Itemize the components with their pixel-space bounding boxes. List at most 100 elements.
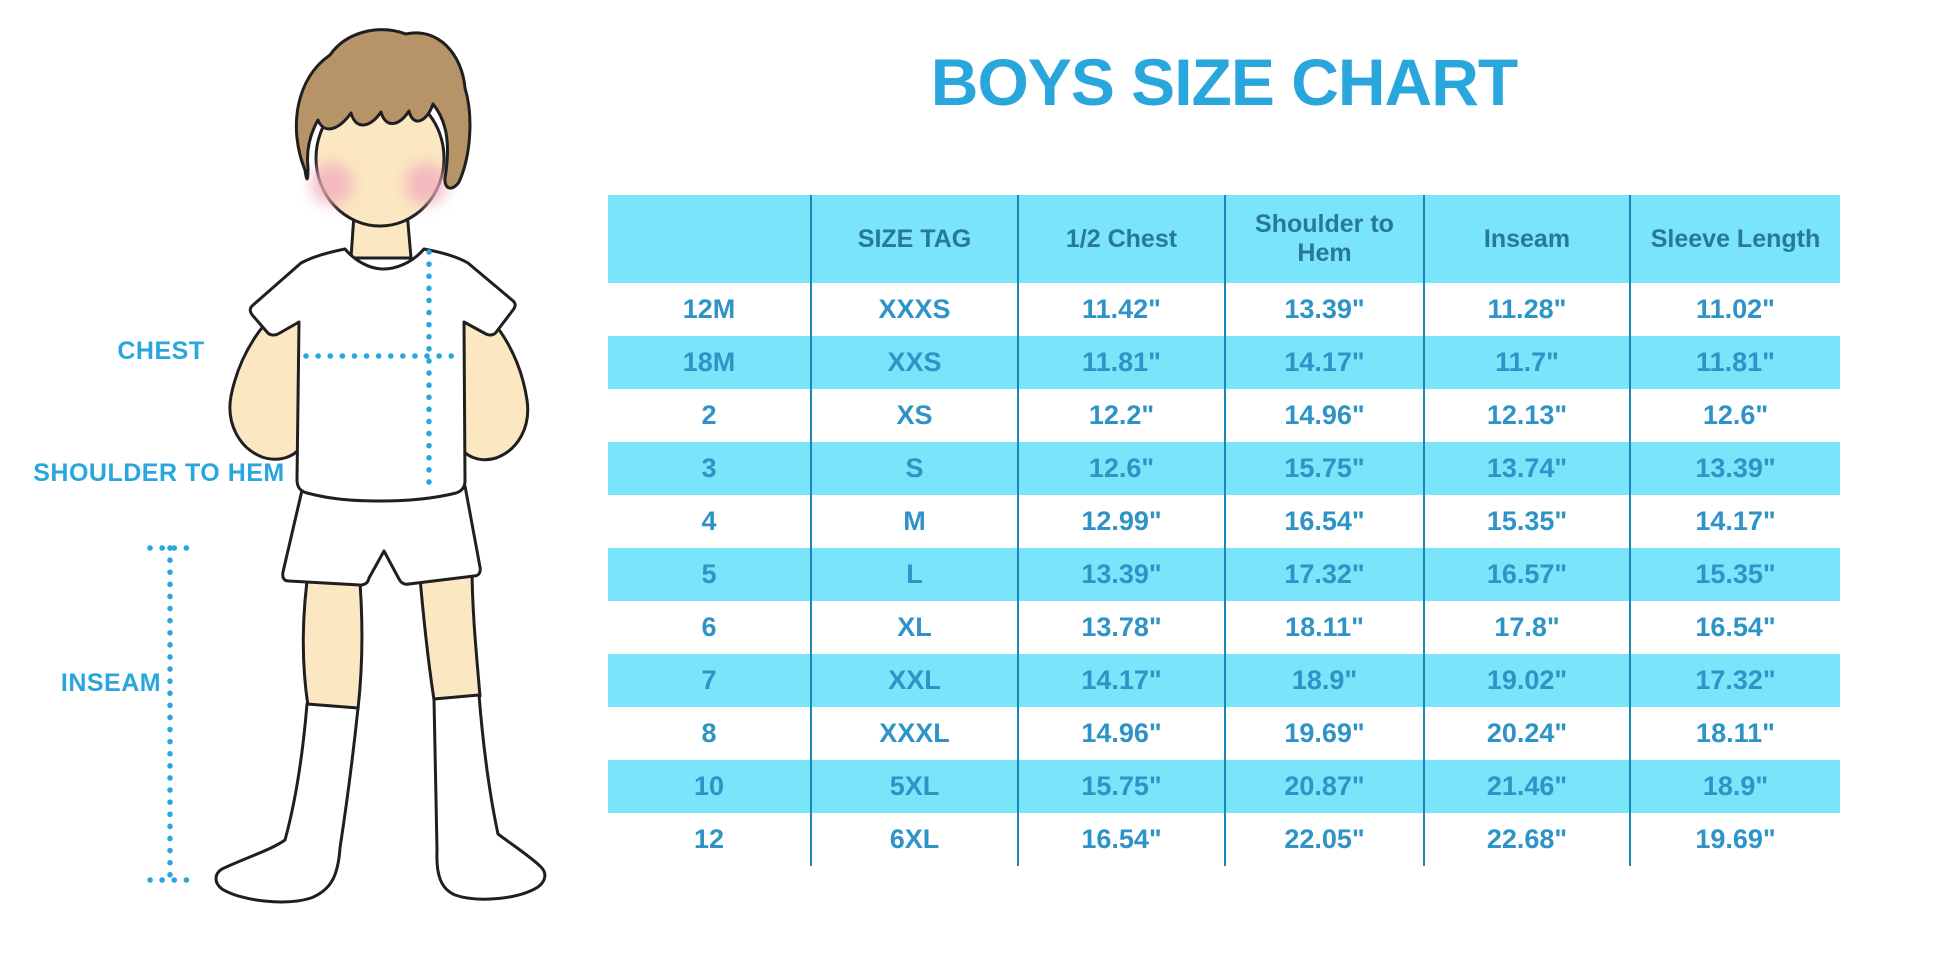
table-row: 3 S 12.6" 15.75" 13.74" 13.39" [608,442,1840,495]
right-arm [458,298,530,462]
cell-inseam: 15.35" [1423,495,1630,548]
column-header-half-chest: 1/2 Chest [1017,195,1225,283]
column-header-sleeve-length: Sleeve Length [1629,195,1840,283]
table-row: 18M XXS 11.81" 14.17" 11.7" 11.81" [608,336,1840,389]
cell-shoulder-to-hem: 22.05" [1224,813,1424,866]
chest-label: CHEST [117,337,205,365]
cell-half-chest: 16.54" [1017,813,1225,866]
size-table: SIZE TAG 1/2 Chest Shoulder to Hem Insea… [608,195,1840,866]
cell-half-chest: 14.17" [1017,654,1225,707]
cell-inseam: 19.02" [1423,654,1630,707]
shorts [281,484,482,587]
cell-size-tag: L [810,548,1018,601]
cell-shoulder-to-hem: 19.69" [1224,707,1424,760]
cell-size: 2 [701,400,717,430]
cell-half-chest: 13.78" [1017,601,1225,654]
cell-sleeve-length: 11.02" [1629,283,1840,336]
right-cheek [405,163,447,205]
cell-inseam: 13.74" [1423,442,1630,495]
cell-inseam: 12.13" [1423,389,1630,442]
cell-size-tag: XXS [810,336,1018,389]
cell-size: 5 [608,548,811,601]
left-sock [214,702,360,904]
cell-half-chest: 12.6" [1017,442,1225,495]
table-row: 5 L 13.39" 17.32" 16.57" 15.35" [608,548,1840,601]
cell-inseam: 20.24" [1423,707,1630,760]
cell-shoulder-to-hem: 17.32" [1224,548,1424,601]
cell-size: 10 [608,760,811,813]
table-row: 2 XS 12.2" 14.96" 12.13" 12.6" [608,389,1840,442]
cell-sleeve-length: 13.39" [1629,442,1840,495]
cell-shoulder-to-hem: 13.39" [1224,283,1424,336]
table-header-row: SIZE TAG 1/2 Chest Shoulder to Hem Insea… [608,195,1840,283]
right-leg [417,564,482,702]
cell-size-tag: XS [810,389,1018,442]
cell-size-tag: M [810,495,1018,548]
cell-half-chest: 14.96" [1017,707,1225,760]
cell-sleeve-length: 17.32" [1629,654,1840,707]
table-row: 7 XXL 14.17" 18.9" 19.02" 17.32" [608,654,1840,707]
cell-shoulder-to-hem: 18.9" [1224,654,1424,707]
cell-shoulder-to-hem: 14.96" [1224,389,1424,442]
cell-inseam: 21.46" [1423,760,1630,813]
cell-size-tag: 6XL [810,813,1018,866]
cell-size: 12 [693,824,725,854]
cell-size-tag: XXXL [810,707,1018,760]
table-row: 4 M 12.99" 16.54" 15.35" 14.17" [608,495,1840,548]
table-row: 12 6XL 16.54" 22.05" 22.68" 19.69" [608,813,1840,866]
column-header-blank [608,195,811,283]
cell-inseam: 22.68" [1423,813,1630,866]
column-header-size-tag: SIZE TAG [810,195,1018,283]
left-cheek [311,163,353,205]
cell-size: 4 [701,506,717,536]
cell-sleeve-length: 12.6" [1629,389,1840,442]
right-sock [432,693,547,901]
cell-sleeve-length: 18.9" [1629,760,1840,813]
cell-shoulder-to-hem: 14.17" [1224,336,1424,389]
cell-size: 18M [608,336,811,389]
page-title: BOYS SIZE CHART [930,45,1518,119]
cell-sleeve-length: 18.11" [1629,707,1840,760]
cell-size: 7 [608,654,811,707]
table-row: 12M XXXS 11.42" 13.39" 11.28" 11.02" [608,283,1840,336]
cell-shoulder-to-hem: 20.87" [1224,760,1424,813]
cell-sleeve-length: 14.17" [1629,495,1840,548]
cell-sleeve-length: 19.69" [1629,813,1840,866]
cell-size-tag: 5XL [810,760,1018,813]
table-row: 8 XXXL 14.96" 19.69" 20.24" 18.11" [608,707,1840,760]
table-row: 10 5XL 15.75" 20.87" 21.46" 18.9" [608,760,1840,813]
cell-half-chest: 11.42" [1017,283,1225,336]
cell-size-tag: XL [810,601,1018,654]
column-header-shoulder-to-hem: Shoulder to Hem [1224,195,1424,283]
table-row: 6 XL 13.78" 18.11" 17.8" 16.54" [608,601,1840,654]
column-header-inseam: Inseam [1423,195,1630,283]
cell-inseam: 17.8" [1423,601,1630,654]
cell-sleeve-length: 16.54" [1629,601,1840,654]
cell-size-tag: S [810,442,1018,495]
size-table-container: SIZE TAG 1/2 Chest Shoulder to Hem Insea… [608,195,1840,866]
left-arm [228,296,304,461]
cell-half-chest: 12.99" [1017,495,1225,548]
measurement-guides [147,249,466,883]
left-leg [301,564,364,711]
shoulder-to-hem-label: SHOULDER TO HEM [33,459,285,487]
cell-half-chest: 13.39" [1017,548,1225,601]
cell-half-chest: 15.75" [1017,760,1225,813]
cell-size: 12M [682,294,736,324]
cell-shoulder-to-hem: 16.54" [1224,495,1424,548]
cell-inseam: 11.7" [1423,336,1630,389]
cell-size: 8 [701,718,717,748]
inseam-label: INSEAM [60,669,162,697]
cell-sleeve-length: 15.35" [1629,548,1840,601]
cell-size: 3 [608,442,811,495]
cell-inseam: 11.28" [1423,283,1630,336]
cell-size: 6 [701,612,717,642]
cell-size-tag: XXXS [810,283,1018,336]
cell-inseam: 16.57" [1423,548,1630,601]
cell-sleeve-length: 11.81" [1629,336,1840,389]
cell-shoulder-to-hem: 15.75" [1224,442,1424,495]
boy-figure [214,28,547,904]
cell-size-tag: XXL [810,654,1018,707]
